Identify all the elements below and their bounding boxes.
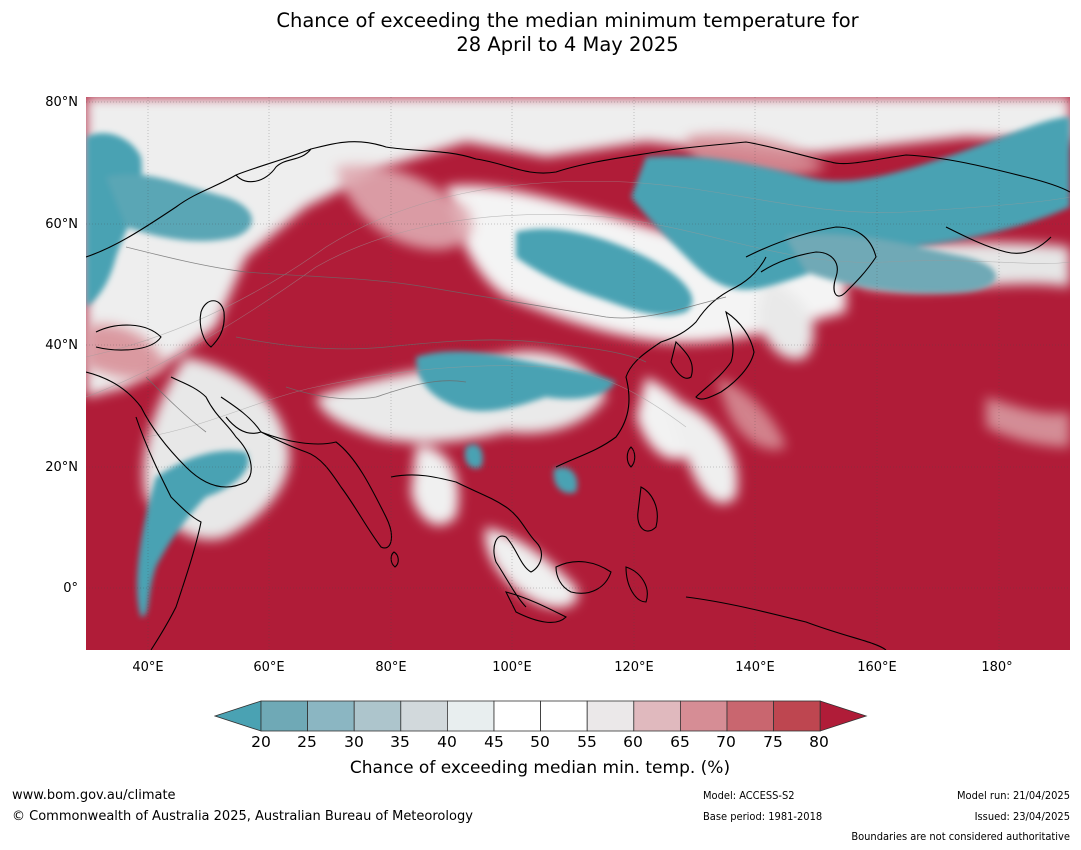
cool-zones (86, 117, 1070, 617)
colorbar-tick-label: 60 (623, 733, 643, 751)
colorbar-tick-label: 25 (297, 733, 317, 751)
lon-label-160e: 160°E (857, 660, 897, 675)
colorbar-tick-label: 35 (390, 733, 410, 751)
colorbar-tick-label: 50 (530, 733, 550, 751)
colorbar-tick-label: 30 (344, 733, 364, 751)
graticule (86, 97, 1070, 650)
contour-lines (86, 180, 1070, 438)
colorbar-tick-label: 80 (809, 733, 829, 751)
colorbar-tick-label: 75 (763, 733, 783, 751)
colorbar-swatch (540, 700, 588, 732)
colorbar-swatch (679, 700, 728, 732)
colorbar-tick-label: 65 (670, 733, 690, 751)
lon-label-140e: 140°E (735, 660, 775, 675)
colorbar-tick-label: 45 (484, 733, 504, 751)
colorbar-swatch (400, 700, 448, 732)
lon-label-180: 180° (981, 660, 1013, 675)
title-line-1: Chance of exceeding the median minimum t… (276, 9, 859, 32)
lon-label-60e: 60°E (253, 660, 285, 675)
colorbar-swatch (773, 700, 821, 732)
colorbar-tick-label: 20 (251, 733, 271, 751)
website-link[interactable]: www.bom.gov.au/climate (12, 788, 176, 803)
title-line-2: 28 April to 4 May 2025 (456, 33, 679, 56)
lon-label-80e: 80°E (375, 660, 407, 675)
colorbar-swatch (633, 700, 681, 732)
colorbar-swatch (493, 700, 541, 732)
boundaries-disclaimer: Boundaries are not considered authoritat… (851, 830, 1070, 843)
country-boundaries (125, 246, 727, 433)
lat-label-20n: 20°N (45, 460, 78, 475)
map-title: Chance of exceeding the median minimum t… (0, 9, 1081, 57)
colorbar-swatch (446, 700, 495, 732)
colorbar-extend-low (214, 700, 262, 732)
lon-label-120e: 120°E (614, 660, 654, 675)
colorbar-title: Chance of exceeding median min. temp. (%… (349, 758, 731, 778)
colorbar-tick-label: 55 (577, 733, 597, 751)
base-period: Base period: 1981-2018 (703, 810, 823, 823)
lat-label-40n: 40°N (45, 338, 78, 353)
colorbar (214, 700, 868, 732)
colorbar-swatch (353, 700, 402, 732)
colorbar-swatch (586, 700, 635, 732)
lat-label-0: 0° (63, 581, 78, 596)
colorbar-swatch (726, 700, 774, 732)
lon-label-100e: 100°E (492, 660, 532, 675)
copyright-text: © Commonwealth of Australia 2025, Austra… (12, 809, 473, 824)
issued-date: Issued: 23/04/2025 (974, 810, 1070, 823)
colorbar-tick-label: 70 (716, 733, 736, 751)
model-name: Model: ACCESS-S2 (703, 789, 795, 802)
lat-label-60n: 60°N (45, 217, 78, 232)
colorbar-tick-label: 40 (437, 733, 457, 751)
colorbar-swatch (307, 700, 355, 732)
forecast-map (86, 97, 1070, 650)
colorbar-swatch (260, 700, 308, 732)
lat-label-80n: 80°N (45, 95, 78, 110)
lon-label-40e: 40°E (132, 660, 164, 675)
coastlines (86, 141, 1070, 650)
colorbar-extend-high (819, 700, 868, 732)
model-run-date: Model run: 21/04/2025 (957, 789, 1070, 802)
